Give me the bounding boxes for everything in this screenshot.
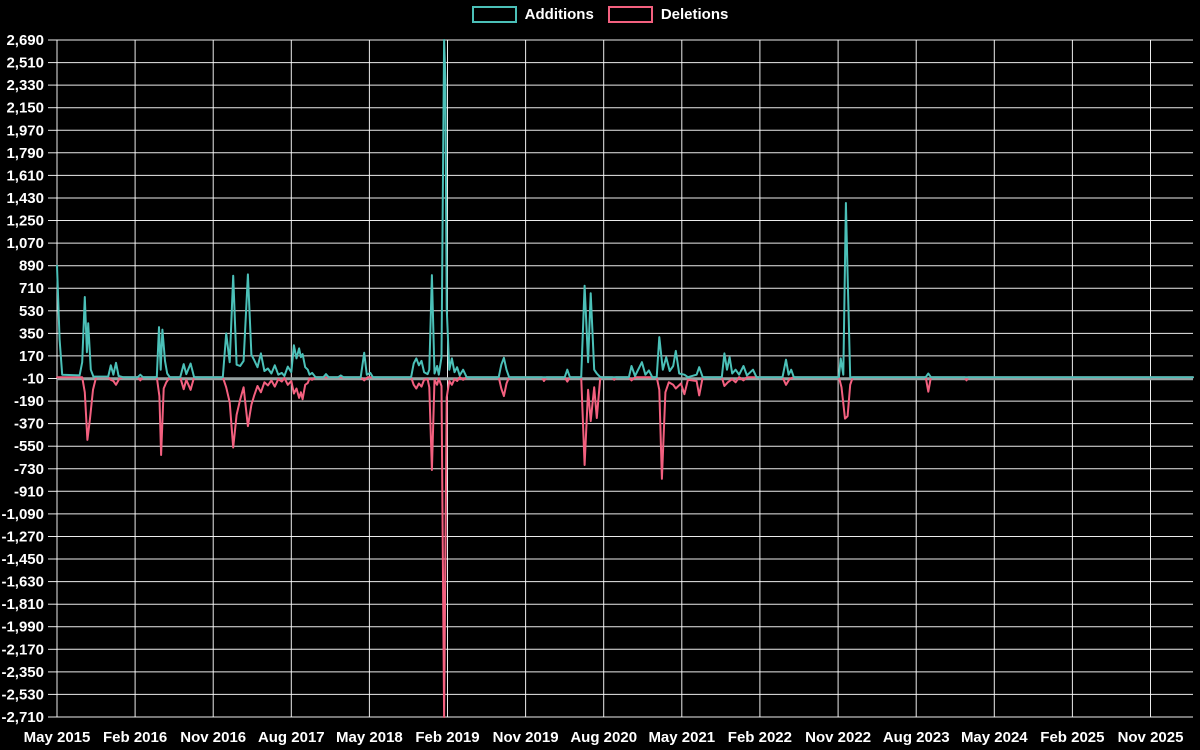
legend-item-deletions[interactable]: Deletions (607, 6, 729, 23)
y-tick-label: 1,250 (6, 213, 44, 230)
y-tick-label: -2,530 (1, 686, 44, 703)
legend-item-additions[interactable]: Additions (471, 6, 594, 23)
x-tick-label: Nov 2022 (805, 729, 871, 746)
deletions-legend-label: Deletions (660, 6, 729, 23)
x-tick-label: Feb 2025 (1040, 729, 1104, 746)
x-tick-label: Nov 2016 (180, 729, 246, 746)
y-tick-label: -370 (14, 416, 44, 433)
y-tick-label: 710 (19, 280, 44, 297)
y-tick-label: 1,790 (6, 145, 44, 162)
y-tick-label: -2,710 (1, 709, 44, 726)
x-tick-label: May 2018 (336, 729, 403, 746)
x-tick-label: Aug 2017 (258, 729, 325, 746)
x-tick-label: Feb 2016 (103, 729, 167, 746)
y-tick-label: -1,450 (1, 551, 44, 568)
y-tick-label: 2,330 (6, 77, 44, 94)
y-tick-label: 2,510 (6, 55, 44, 72)
y-tick-label: -1,630 (1, 574, 44, 591)
x-tick-label: Feb 2022 (728, 729, 792, 746)
y-tick-label: 530 (19, 303, 44, 320)
additions-legend-label: Additions (524, 6, 594, 23)
y-tick-label: -190 (14, 393, 44, 410)
deletions-line (56, 376, 1194, 718)
y-tick-label: -1,990 (1, 619, 44, 636)
y-tick-label: -910 (14, 483, 44, 500)
y-tick-label: 890 (19, 258, 44, 275)
y-tick-label: 1,610 (6, 167, 44, 184)
x-tick-label: Nov 2025 (1118, 729, 1184, 746)
y-tick-label: -1,270 (1, 529, 44, 546)
y-tick-label: 170 (19, 348, 44, 365)
y-tick-label: -730 (14, 461, 44, 478)
y-tick-label: -1,810 (1, 596, 44, 613)
additions-swatch (471, 6, 517, 23)
y-tick-label: 2,690 (6, 32, 44, 49)
y-tick-label: -550 (14, 438, 44, 455)
y-tick-label: 350 (19, 325, 44, 342)
x-tick-label: Aug 2020 (570, 729, 637, 746)
additions-line (56, 39, 1194, 379)
y-tick-label: -2,170 (1, 641, 44, 658)
y-tick-label: 1,970 (6, 122, 44, 139)
x-tick-label: May 2021 (648, 729, 715, 746)
y-tick-label: 1,070 (6, 235, 44, 252)
x-tick-label: May 2015 (24, 729, 91, 746)
y-tick-label: -10 (22, 371, 44, 388)
x-tick-label: Aug 2023 (883, 729, 950, 746)
x-tick-label: Nov 2019 (493, 729, 559, 746)
x-tick-label: Feb 2019 (415, 729, 479, 746)
deletions-swatch (607, 6, 653, 23)
x-tick-label: May 2024 (961, 729, 1028, 746)
y-tick-label: 1,430 (6, 190, 44, 207)
y-tick-label: -1,090 (1, 506, 44, 523)
y-tick-label: 2,150 (6, 100, 44, 117)
y-tick-label: -2,350 (1, 664, 44, 681)
chart-legend: Additions Deletions (0, 6, 1200, 23)
